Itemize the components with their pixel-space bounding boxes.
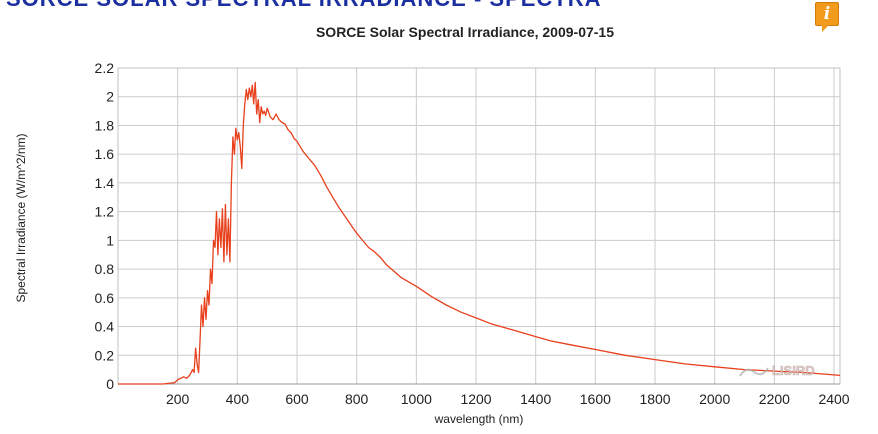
chart-grid	[118, 67, 840, 384]
x-axis-ticks: 200 400 600 800 1000 1200 1400 1600 1800 2000 2200…	[166, 391, 850, 407]
y-tick-label: 1.8	[95, 117, 115, 133]
x-tick-label: 1800	[639, 391, 670, 407]
x-tick-label: 400	[226, 391, 250, 407]
y-tick-label: 2	[106, 89, 114, 105]
y-tick-label: 2.2	[95, 60, 115, 76]
x-tick-label: 2400	[818, 391, 849, 407]
y-tick-label: 1.6	[95, 146, 115, 162]
chart-title: SORCE Solar Spectral Irradiance, 2009-07…	[316, 24, 614, 40]
x-tick-label: 2200	[759, 391, 790, 407]
y-axis-ticks: 0 0.2 0.4 0.6 0.8 1 1.2 1.4 1.6 1.8 2 2.2	[95, 60, 115, 392]
lisird-watermark: LISIRD	[739, 363, 815, 378]
series-line	[118, 81, 841, 385]
x-tick-label: 200	[166, 391, 190, 407]
x-tick-label: 2000	[699, 391, 730, 407]
y-tick-label: 0.8	[95, 261, 115, 277]
x-tick-label: 1600	[580, 391, 611, 407]
x-axis-label: wavelength (nm)	[434, 412, 524, 426]
y-tick-label: 0	[106, 376, 114, 392]
x-tick-label: 1400	[520, 391, 551, 407]
y-tick-label: 0.2	[95, 347, 115, 363]
info-icon: i	[823, 4, 831, 24]
info-button[interactable]: i	[815, 2, 839, 32]
y-tick-label: 0.6	[95, 290, 115, 306]
page-banner-title: SORCE SOLAR SPECTRAL IRRADIANCE - SPECTR…	[6, 0, 602, 12]
y-tick-label: 1.2	[95, 204, 115, 220]
watermark-text: LISIRD	[772, 363, 815, 378]
x-tick-label: 600	[285, 391, 309, 407]
x-tick-label: 800	[345, 391, 369, 407]
y-axis-label: Spectral Irradiance (W/m^2/nm)	[14, 133, 28, 302]
y-tick-label: 0.4	[95, 319, 115, 335]
y-tick-label: 1	[106, 232, 114, 248]
x-tick-label: 1000	[401, 391, 432, 407]
lisird-logo-icon	[739, 367, 769, 377]
x-tick-label: 1200	[460, 391, 491, 407]
y-tick-label: 1.4	[95, 175, 115, 191]
